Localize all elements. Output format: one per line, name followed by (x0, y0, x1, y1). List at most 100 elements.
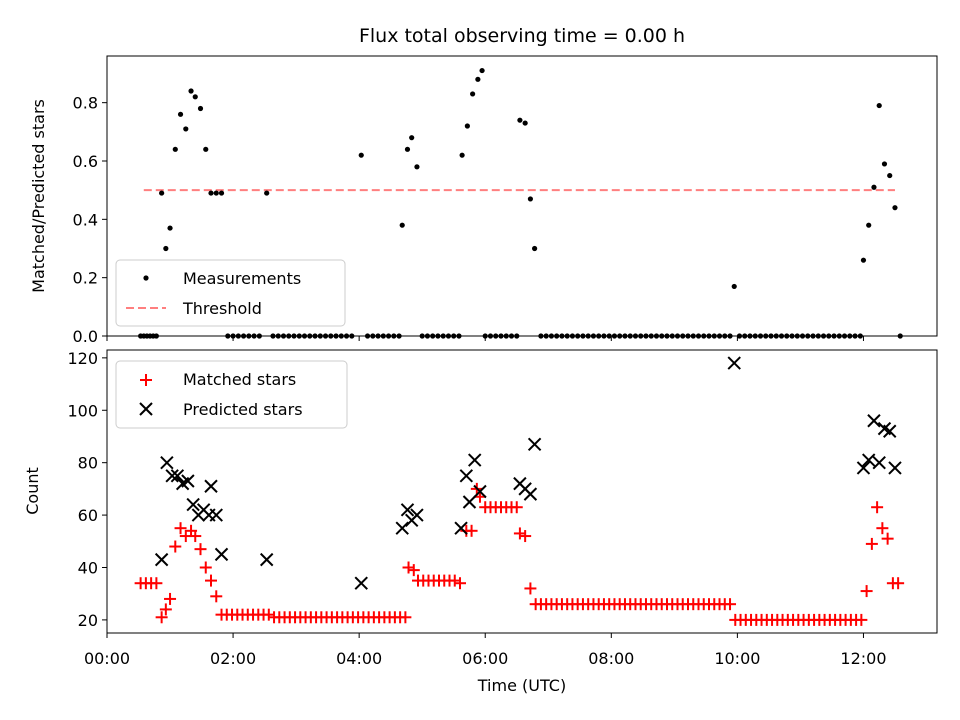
matched-star-point-7 (169, 540, 182, 553)
x-tick-label-5: 10:00 (714, 649, 760, 668)
measurement-point-43 (358, 152, 364, 158)
matched-star-point-61 (448, 574, 461, 587)
measurement-point-52 (404, 146, 411, 152)
matched-star-point-8 (174, 522, 187, 535)
top-y-tick-label-3: 0.6 (73, 152, 98, 171)
top-legend-box (115, 259, 346, 327)
matched-star-point-62 (454, 577, 467, 590)
predicted-star-point-12 (214, 547, 229, 562)
bottom-legend-box (115, 360, 348, 429)
bottom-y-tick-label-4: 100 (67, 401, 98, 420)
predicted-star-point-15 (395, 521, 409, 535)
matched-star-point-114 (724, 598, 737, 611)
measurement-point-26 (264, 190, 270, 196)
matched-star-point-51 (399, 611, 412, 624)
predicted-star-point-19 (454, 521, 468, 535)
predicted-star-point-22 (468, 453, 482, 467)
predicted-star-point-1 (160, 455, 174, 470)
matched-star-points (134, 482, 905, 626)
bottom-y-tick-label-3: 80 (78, 454, 98, 473)
top-y-ticks: 0.0 0.2 0.4 0.6 0.8 (73, 94, 107, 346)
measurement-point-75 (517, 117, 523, 123)
matched-star-point-143 (876, 522, 889, 535)
legend-marker-measurements (143, 275, 149, 281)
matched-star-point-141 (865, 537, 878, 550)
top-y-tick-label-0: 0.0 (73, 327, 98, 346)
measurement-point-17 (213, 190, 219, 196)
measurement-point-144 (876, 102, 882, 109)
matched-star-point-15 (210, 590, 223, 603)
matched-star-point-76 (524, 582, 537, 595)
measurement-point-16 (208, 190, 214, 196)
measurement-point-11 (183, 126, 189, 132)
top-plot-frame (106, 55, 938, 337)
x-tick-label-0: 00:00 (84, 649, 130, 668)
top-panel: Flux total observing time = 0.00 h 0.00.… (29, 25, 938, 346)
measurement-point-78 (532, 245, 538, 252)
bottom-x-ticks: 00:00 02:00 04:00 06:00 08:00 10:00 12:00 (84, 633, 887, 668)
measurement-point-15 (203, 146, 209, 152)
predicted-star-point-2 (165, 469, 179, 483)
bottom-plot-frame (106, 349, 938, 634)
matched-star-point-146 (892, 577, 905, 590)
predicted-star-point-27 (527, 437, 542, 452)
matched-star-point-74 (513, 527, 526, 540)
legend-marker-predicted (139, 402, 153, 416)
measurement-point-54 (414, 164, 420, 170)
matched-star-point-5 (159, 603, 172, 616)
predicted-star-point-32 (872, 455, 886, 470)
predicted-star-point-0 (154, 552, 169, 567)
measurement-point-116 (731, 283, 737, 290)
predicted-star-point-16 (400, 503, 415, 517)
matched-star-point-12 (194, 543, 207, 556)
measurement-point-76 (522, 120, 528, 126)
matched-star-point-52 (402, 561, 415, 574)
measurement-point-64 (464, 123, 470, 129)
measurement-point-143 (871, 184, 877, 190)
measurement-point-67 (479, 67, 485, 74)
predicted-star-point-21 (462, 495, 477, 509)
predicted-star-point-3 (170, 469, 185, 483)
measurement-point-63 (459, 152, 465, 158)
predicted-star-point-29 (856, 461, 871, 475)
predicted-star-point-26 (523, 487, 538, 501)
matched-star-point-3 (150, 577, 163, 590)
chart-title: Flux total observing time = 0.00 h (359, 25, 685, 47)
measurement-point-9 (172, 146, 178, 152)
x-tick-label-6: 12:00 (840, 649, 886, 668)
measurement-point-6 (159, 190, 165, 196)
measurement-point-141 (860, 257, 867, 263)
top-y-tick-label-1: 0.2 (73, 269, 98, 288)
matched-star-point-140 (860, 585, 873, 598)
predicted-star-point-5 (181, 474, 195, 488)
measurement-point-65 (470, 91, 476, 97)
measurement-point-142 (866, 222, 872, 228)
predicted-star-points (154, 356, 902, 590)
measurement-point-147 (892, 205, 898, 211)
legend-label-matched: Matched stars (183, 370, 296, 389)
legend-label-predicted: Predicted stars (183, 400, 303, 419)
predicted-star-point-10 (204, 479, 218, 493)
predicted-star-point-11 (209, 508, 223, 522)
matched-star-point-6 (164, 592, 177, 605)
top-y-tick-label-2: 0.4 (73, 210, 98, 229)
top-y-tick-label-4: 0.8 (73, 94, 98, 113)
matched-star-point-75 (519, 530, 532, 543)
measurement-point-8 (167, 225, 173, 231)
legend-marker-matched (140, 374, 152, 386)
predicted-star-point-35 (888, 461, 902, 475)
measurement-point-10 (177, 111, 184, 117)
bottom-y-tick-label-1: 40 (78, 558, 98, 577)
legend-label-measurements: Measurements (183, 269, 301, 288)
x-tick-label-3: 06:00 (462, 649, 508, 668)
matched-star-point-14 (205, 574, 218, 587)
x-tick-label-4: 08:00 (588, 649, 634, 668)
bottom-y-tick-label-0: 20 (78, 611, 98, 630)
matched-star-point-25 (262, 608, 275, 621)
predicted-star-point-18 (410, 508, 424, 522)
measurement-point-14 (197, 105, 204, 112)
bottom-y-tick-label-5: 120 (67, 349, 98, 368)
matched-star-point-53 (407, 564, 420, 577)
bottom-y-ticks: 20 40 60 80 100 120 (67, 349, 107, 630)
